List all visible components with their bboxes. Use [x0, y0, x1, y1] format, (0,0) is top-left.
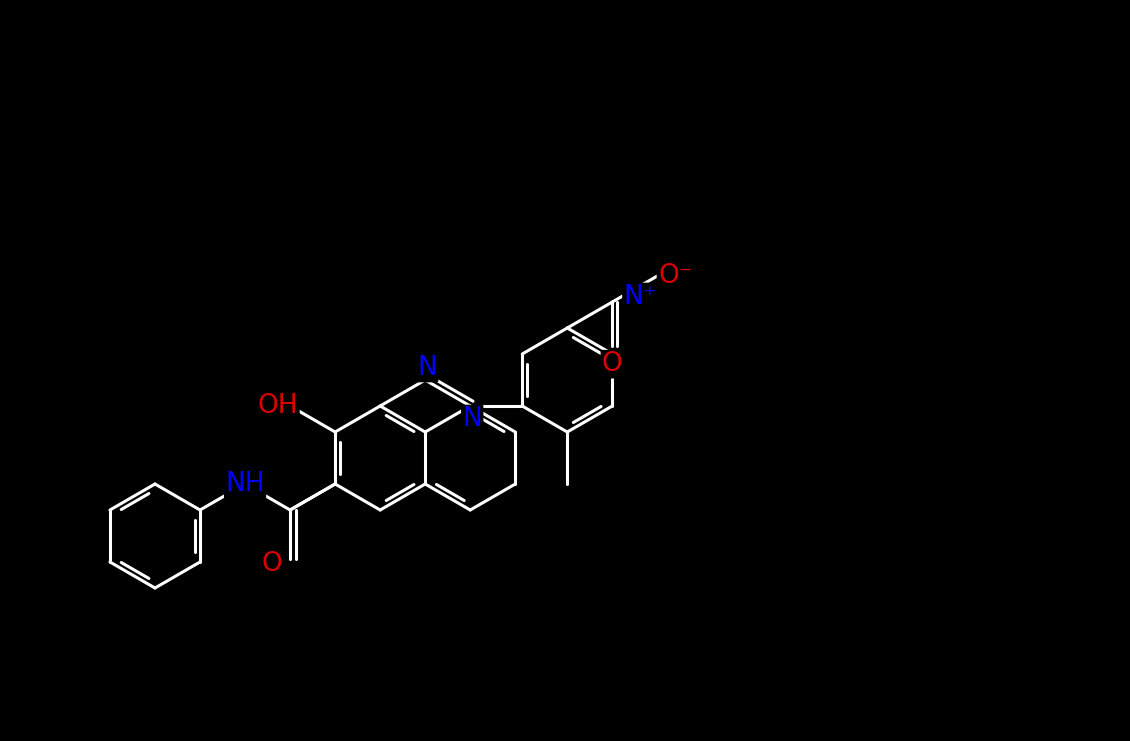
Text: O: O — [262, 551, 282, 577]
Text: O: O — [602, 351, 623, 377]
Text: O⁻: O⁻ — [658, 263, 693, 289]
Text: NH: NH — [225, 471, 264, 497]
Text: N⁺: N⁺ — [624, 284, 658, 310]
Text: N: N — [462, 406, 483, 432]
Text: N: N — [417, 355, 437, 381]
Text: OH: OH — [258, 393, 298, 419]
